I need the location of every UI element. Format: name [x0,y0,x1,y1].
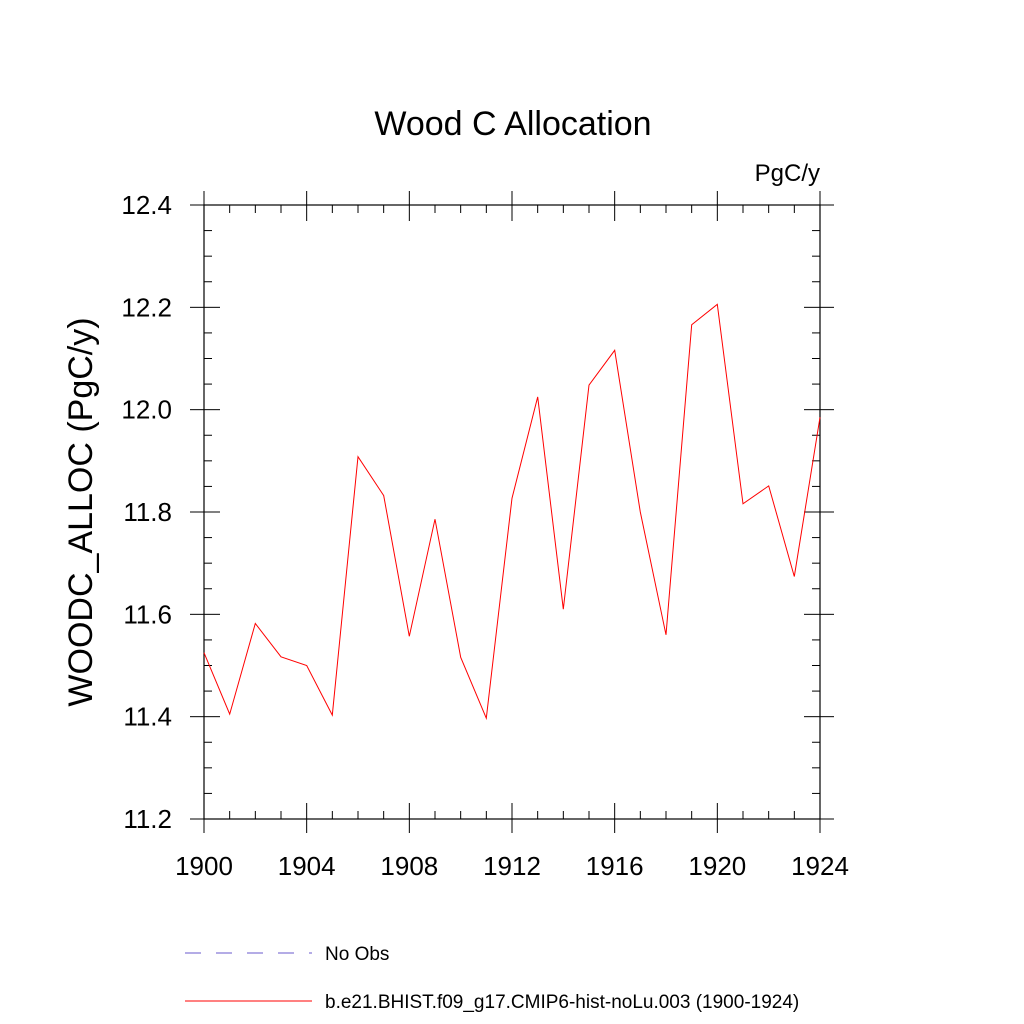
chart-title: Wood C Allocation [374,105,651,143]
x-tick-label: 1916 [586,851,644,881]
x-tick-label: 1908 [380,851,438,881]
tick-labels: 1900 1904 1908 1912 1916 1920 1924 11.2 11.4 11.6… [121,190,849,881]
model-series-line [203,303,821,721]
legend-label: No Obs [325,944,389,965]
axis-ticks [190,191,834,833]
y-tick-label: 12.2 [121,292,172,322]
x-tick-label: 1924 [791,851,849,881]
plot-frame [203,204,821,820]
x-tick-label: 1904 [278,851,336,881]
y-axis-label: WOODC_ALLOC (PgC/y) [62,317,100,706]
x-tick-label: 1900 [175,851,233,881]
y-tick-label: 11.2 [123,804,172,834]
legend-label: b.e21.BHIST.f09_g17.CMIP6-hist-noLu.003 … [325,992,799,1013]
x-tick-label: 1912 [483,851,541,881]
y-tick-label: 12.4 [121,190,172,220]
y-tick-label: 11.8 [123,497,172,527]
y-tick-label: 11.6 [123,599,172,629]
units-label: PgC/y [755,160,820,187]
y-tick-label: 11.4 [123,702,172,732]
x-tick-label: 1920 [688,851,746,881]
legend: No Obs b.e21.BHIST.f09_g17.CMIP6-hist-noL… [185,944,799,1013]
series-layer [203,303,821,721]
y-tick-label: 12.0 [121,395,172,425]
